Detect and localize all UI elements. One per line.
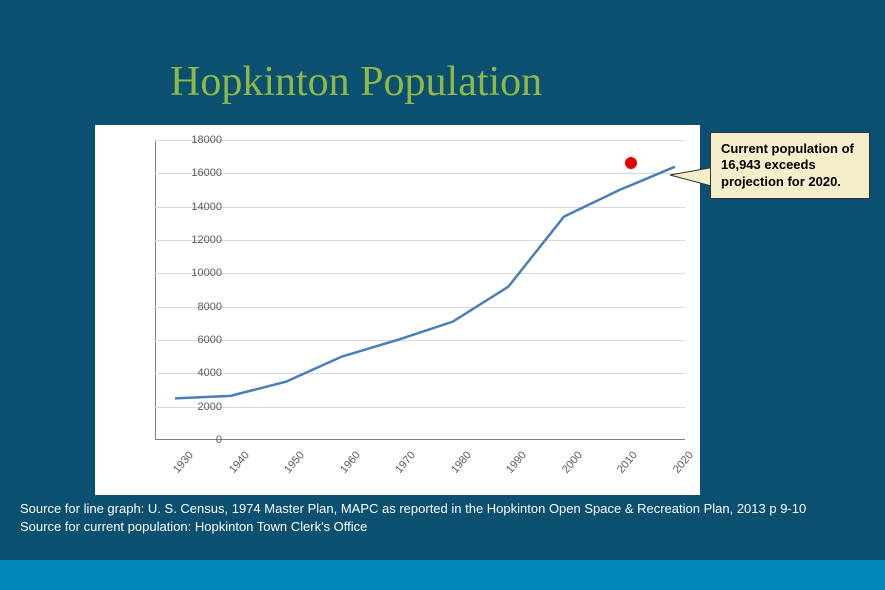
source-line-1: Source for line graph: U. S. Census, 197… [20, 500, 806, 518]
chart-line [155, 140, 685, 440]
highlight-point [625, 157, 637, 169]
x-tick-label: 1930 [171, 449, 196, 475]
chart-plot-area [155, 140, 685, 440]
y-tick-label: 14000 [172, 201, 222, 213]
callout-box: Current population of 16,943 exceeds pro… [710, 132, 870, 199]
y-tick-label: 4000 [172, 367, 222, 379]
source-text: Source for line graph: U. S. Census, 197… [20, 500, 806, 535]
page-title: Hopkinton Population [170, 58, 542, 106]
y-tick-label: 0 [172, 434, 222, 446]
x-tick-label: 1960 [338, 449, 363, 475]
y-tick-label: 12000 [172, 234, 222, 246]
y-tick-label: 2000 [172, 401, 222, 413]
x-tick-label: 1990 [504, 449, 529, 475]
y-tick-label: 10000 [172, 267, 222, 279]
x-tick-label: 1980 [449, 449, 474, 475]
y-tick-label: 16000 [172, 167, 222, 179]
x-tick-label: 1950 [282, 449, 307, 475]
population-chart: 0 2000 4000 6000 8000 10000 12000 14000 16000 180… [95, 125, 700, 495]
x-tick-label: 2020 [671, 449, 696, 475]
x-tick-label: 2010 [615, 449, 640, 475]
x-tick-label: 1940 [227, 449, 252, 475]
x-tick-label: 2000 [560, 449, 585, 475]
x-tick-label: 1970 [393, 449, 418, 475]
bottom-band [0, 560, 885, 590]
y-tick-label: 6000 [172, 334, 222, 346]
y-tick-label: 8000 [172, 301, 222, 313]
y-tick-label: 18000 [172, 134, 222, 146]
source-line-2: Source for current population: Hopkinton… [20, 518, 806, 536]
